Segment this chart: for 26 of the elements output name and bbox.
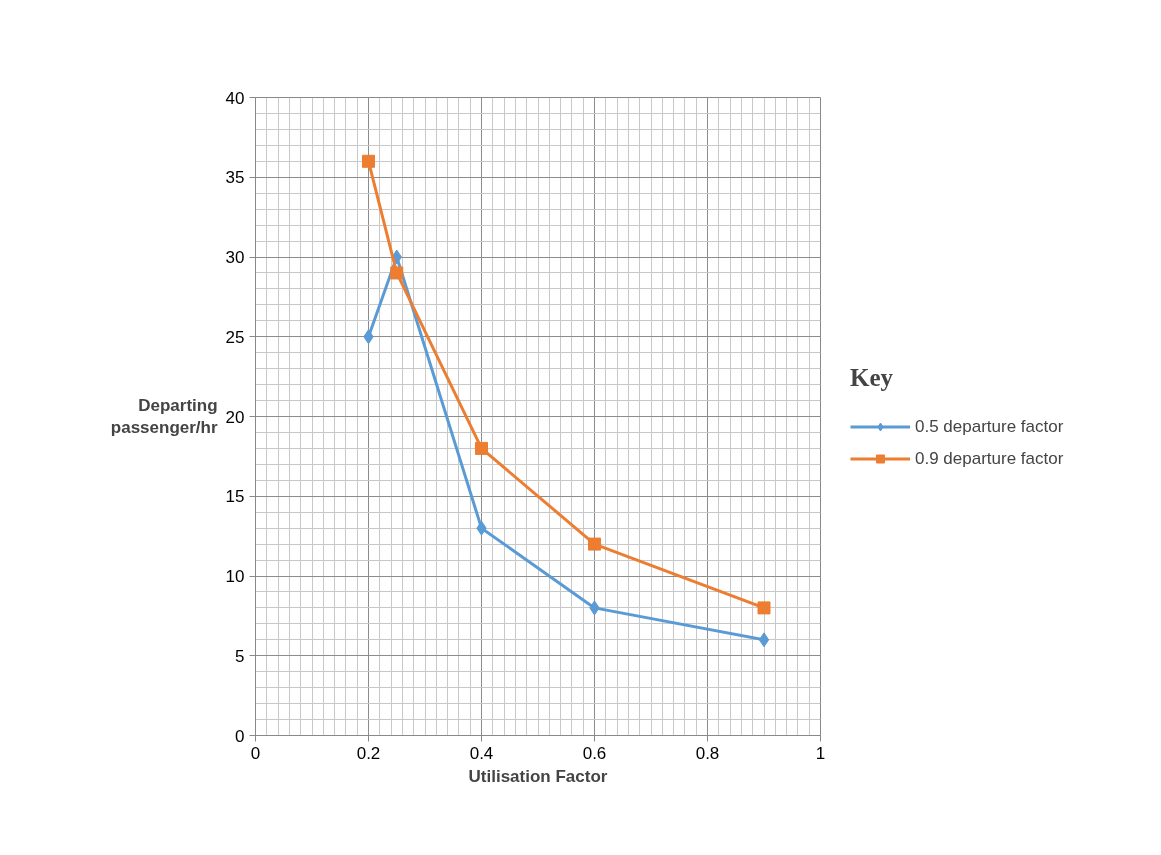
x-tick-label: 0.2 bbox=[356, 743, 381, 763]
y-tick-label: 10 bbox=[225, 567, 245, 586]
x-tick-label: 1 bbox=[815, 743, 826, 763]
x-axis-title: Utilisation Factor bbox=[468, 766, 608, 786]
point bbox=[757, 601, 771, 615]
point bbox=[475, 441, 488, 455]
legend-label: 0.9 departure factor bbox=[915, 448, 1064, 469]
y-tick-label: 30 bbox=[225, 248, 245, 267]
point bbox=[390, 266, 404, 280]
legend-label: 0.5 departure factor bbox=[915, 416, 1064, 437]
legend-title: Key bbox=[850, 363, 895, 392]
x-tick-label: 0.8 bbox=[695, 743, 720, 763]
y-tick-label: 40 bbox=[225, 88, 245, 108]
y-tick-label: 5 bbox=[235, 646, 245, 666]
x-tick-label: 0.6 bbox=[582, 743, 607, 763]
point bbox=[362, 154, 375, 168]
y-tick-label: 20 bbox=[225, 407, 245, 427]
y-tick-label: 25 bbox=[225, 327, 245, 347]
y-axis-title: Departing passenger/hr bbox=[110, 395, 218, 438]
point bbox=[588, 537, 601, 551]
x-tick-label: 0 bbox=[250, 743, 261, 763]
y-tick-label: 35 bbox=[225, 168, 245, 188]
x-tick-label: 0.4 bbox=[469, 743, 494, 763]
point bbox=[758, 632, 770, 648]
y-tick-label: 0 bbox=[235, 726, 245, 746]
y-tick-label: 15 bbox=[225, 487, 245, 507]
